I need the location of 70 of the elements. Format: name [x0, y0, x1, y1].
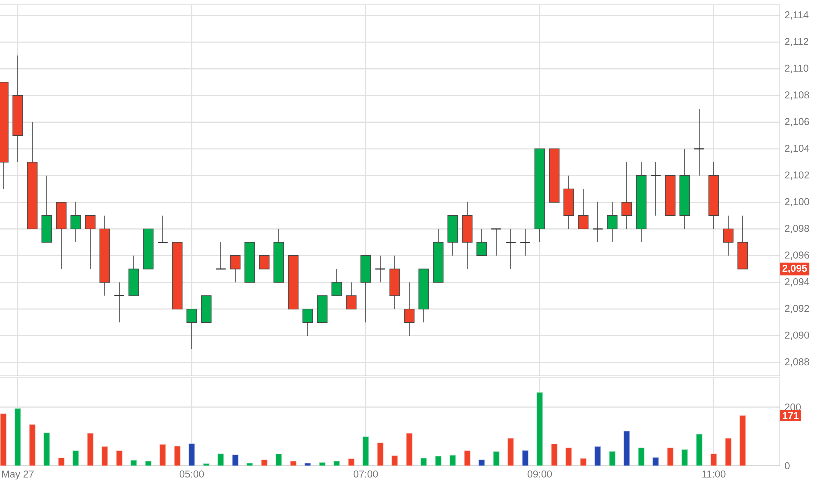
bar [493, 452, 500, 466]
candlestick [622, 162, 632, 230]
bar [536, 392, 544, 466]
annotation: 171 [783, 412, 799, 420]
y-tick-label: 2,112 [785, 38, 808, 46]
bar [276, 454, 282, 466]
candlestick [114, 282, 125, 324]
bar [580, 458, 587, 466]
candlestick [302, 308, 314, 336]
candlestick [375, 255, 386, 283]
candlestick [506, 228, 516, 270]
bar [594, 446, 602, 466]
y-tick-label: 2,110 [785, 64, 809, 74]
bar [667, 448, 674, 466]
bar [362, 436, 370, 466]
bar [624, 431, 630, 466]
bar [450, 455, 456, 466]
x-tick-label: 09:00 [528, 470, 552, 478]
candlestick [70, 202, 82, 243]
candlestick [723, 215, 734, 256]
bar [145, 461, 152, 466]
candlestick [85, 215, 96, 270]
y-tick-label: 2,100 [785, 198, 810, 207]
candlestick [404, 282, 415, 336]
y-tick-label: 2,092 [785, 305, 810, 314]
candlestick [694, 108, 705, 176]
bar [392, 456, 398, 466]
y-tick-label: 2,094 [785, 278, 810, 287]
x-tick-label: May 27 [2, 470, 34, 480]
y-tick-label: 2,114 [785, 12, 809, 20]
bar [478, 460, 486, 466]
candlestick [476, 228, 488, 256]
y-tick-label: 2,088 [785, 358, 810, 367]
candlestick [259, 256, 270, 270]
bar [218, 454, 224, 466]
y-tick-label: 2,102 [785, 172, 810, 180]
y-tick-label: 2,098 [785, 225, 810, 234]
y-tick-label: 2,106 [785, 118, 810, 127]
x-tick-label: 07:00 [354, 470, 378, 478]
candlestick [346, 282, 357, 310]
bar [319, 462, 326, 466]
y-tick-label: 2,090 [785, 332, 810, 340]
bar [710, 454, 718, 466]
bar [406, 433, 413, 466]
bar [740, 416, 746, 466]
bar [188, 444, 196, 466]
candlestick [158, 215, 168, 244]
candlestick [578, 188, 589, 230]
candlestick [332, 268, 342, 296]
x-tick-label: 05:00 [180, 470, 204, 478]
y-tick-label: 2,104 [785, 144, 810, 154]
bar [14, 408, 22, 466]
bar [58, 458, 65, 466]
annotation: 2,095 [782, 264, 808, 274]
bar [566, 448, 572, 466]
y-tick-label: 2,096 [785, 252, 810, 260]
bar [44, 432, 50, 466]
candlestick [230, 255, 241, 283]
candlestick [491, 228, 502, 256]
y-tick-label: 0 [785, 462, 790, 470]
bar [304, 463, 312, 466]
x-tick-label: 11:00 [702, 470, 726, 478]
candlestick [216, 242, 226, 270]
candlestick [607, 202, 618, 243]
candlestick [186, 308, 198, 350]
y-tick-label: 2,108 [785, 92, 810, 100]
candlestick [650, 162, 662, 216]
candlestick [592, 202, 604, 243]
bar [102, 446, 108, 466]
candlestick [520, 228, 531, 256]
